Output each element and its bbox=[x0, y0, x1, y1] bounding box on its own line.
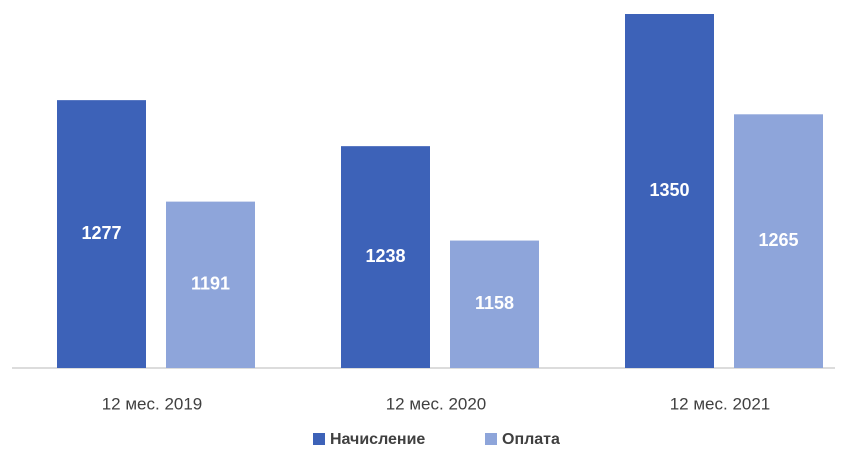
legend-swatch bbox=[485, 433, 497, 445]
data-label: 1265 bbox=[758, 230, 798, 250]
x-tick-label: 12 мес. 2019 bbox=[102, 394, 203, 413]
bar bbox=[734, 114, 823, 368]
data-label: 1238 bbox=[365, 246, 405, 266]
legend-label: Оплата bbox=[502, 431, 560, 448]
bar bbox=[57, 100, 146, 368]
legend-label: Начисление bbox=[330, 431, 425, 448]
x-tick-label: 12 мес. 2021 bbox=[670, 394, 771, 413]
data-label: 1158 bbox=[475, 293, 514, 313]
bar bbox=[341, 146, 430, 368]
x-tick-label: 12 мес. 2020 bbox=[386, 394, 487, 413]
bar bbox=[166, 201, 255, 368]
bar bbox=[625, 14, 714, 368]
legend-swatch bbox=[313, 433, 325, 445]
data-label: 1277 bbox=[81, 223, 121, 243]
data-label: 1191 bbox=[191, 274, 230, 294]
bar bbox=[450, 240, 539, 368]
data-label: 1350 bbox=[649, 180, 689, 200]
